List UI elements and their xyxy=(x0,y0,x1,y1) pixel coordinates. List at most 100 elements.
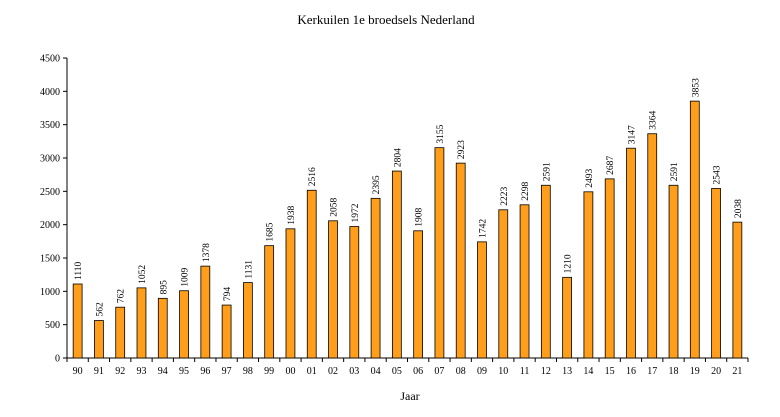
bar xyxy=(519,204,530,359)
y-tick-label: 500 xyxy=(45,320,60,331)
x-tick-label: 18 xyxy=(669,366,679,377)
x-tick-label: 13 xyxy=(562,366,572,377)
x-tick-label: 96 xyxy=(200,366,210,377)
data-label: 1131 xyxy=(244,260,254,279)
x-tick-label: 08 xyxy=(456,366,466,377)
bar xyxy=(732,221,743,359)
data-label: 895 xyxy=(159,280,169,295)
x-axis-label: Jaar xyxy=(400,389,419,403)
bar xyxy=(391,170,402,359)
x-tick-label: 01 xyxy=(307,366,317,377)
x-tick-label: 00 xyxy=(285,366,295,377)
x-tick-label: 94 xyxy=(158,366,168,377)
data-label: 3147 xyxy=(627,125,637,144)
bar xyxy=(540,184,551,359)
bar xyxy=(477,241,487,359)
data-label: 2223 xyxy=(500,187,510,206)
y-tick-label: 2000 xyxy=(40,220,60,231)
bar xyxy=(711,188,721,359)
data-label: 1052 xyxy=(138,265,148,284)
y-tick-label: 1000 xyxy=(40,287,60,298)
y-tick-label: 4500 xyxy=(40,54,60,65)
x-tick-label: 07 xyxy=(434,366,444,377)
x-tick-label: 93 xyxy=(136,366,146,377)
bar xyxy=(562,276,572,359)
data-label: 1378 xyxy=(202,243,212,262)
x-tick-label: 95 xyxy=(179,366,189,377)
x-tick-label: 06 xyxy=(413,366,423,377)
bar xyxy=(306,189,317,359)
bar xyxy=(434,147,445,359)
bar xyxy=(136,287,147,359)
data-label: 762 xyxy=(117,289,127,304)
data-label: 1210 xyxy=(564,254,574,273)
data-label: 1110 xyxy=(74,261,84,280)
data-label: 2298 xyxy=(521,182,531,201)
bar xyxy=(647,133,658,359)
data-label: 2058 xyxy=(330,198,340,217)
bar xyxy=(285,228,296,359)
chart-title: Kerkuilen 1e broedsels Nederland xyxy=(297,12,475,27)
x-tick-label: 02 xyxy=(328,366,338,377)
x-tick-label: 20 xyxy=(711,366,721,377)
x-tick-label: 12 xyxy=(541,366,551,377)
data-label: 1009 xyxy=(181,267,191,286)
data-label: 1972 xyxy=(351,203,361,222)
bar xyxy=(455,162,466,359)
bar xyxy=(370,197,381,359)
data-label: 562 xyxy=(95,302,105,317)
data-label: 1908 xyxy=(415,208,425,227)
bar xyxy=(94,320,104,359)
y-tick-label: 4000 xyxy=(40,87,60,98)
x-tick-label: 03 xyxy=(349,366,359,377)
x-tick-label: 10 xyxy=(498,366,508,377)
data-label: 1685 xyxy=(266,222,276,241)
bar xyxy=(689,100,700,359)
y-tick-label: 0 xyxy=(55,354,60,365)
x-tick-label: 09 xyxy=(477,366,487,377)
data-label: 2923 xyxy=(457,140,467,159)
bar xyxy=(221,304,232,359)
x-tick-label: 98 xyxy=(243,366,253,377)
bar xyxy=(498,209,509,359)
data-label: 1938 xyxy=(287,206,297,225)
bar xyxy=(626,147,636,359)
x-tick-label: 04 xyxy=(371,366,381,377)
x-tick-label: 11 xyxy=(520,366,530,377)
y-tick-label: 3500 xyxy=(40,120,60,131)
bar xyxy=(604,178,615,359)
bar xyxy=(413,230,424,359)
data-label: 2038 xyxy=(734,199,744,218)
data-label: 1742 xyxy=(478,219,488,238)
bar xyxy=(115,306,126,359)
data-label: 3155 xyxy=(436,124,446,143)
data-label: 2543 xyxy=(713,165,723,184)
data-label: 2591 xyxy=(542,162,552,181)
bars-group: 1110 562 762 1052 895 1009 1378 794 1131 1685 1938… xyxy=(72,78,744,359)
data-label: 2687 xyxy=(606,156,616,175)
x-tick-label: 91 xyxy=(94,366,104,377)
y-tick-label: 3000 xyxy=(40,154,60,165)
y-axis: 0 500 1000 1500 2000 2500 3000 3500 4000 4500 xyxy=(40,54,68,365)
bar xyxy=(200,265,211,359)
data-label: 3364 xyxy=(649,110,659,129)
bar xyxy=(72,283,83,359)
data-label: 2493 xyxy=(585,169,595,188)
x-tick-label: 15 xyxy=(605,366,615,377)
bar xyxy=(583,191,594,359)
x-tick-label: 21 xyxy=(732,366,742,377)
bar xyxy=(328,220,338,359)
bar xyxy=(157,297,168,359)
bar xyxy=(179,290,189,359)
y-tick-label: 1500 xyxy=(40,254,60,265)
x-tick-label: 17 xyxy=(647,366,657,377)
x-tick-label: 99 xyxy=(264,366,274,377)
data-label: 794 xyxy=(223,287,233,302)
bar xyxy=(264,245,275,359)
data-label: 2591 xyxy=(670,162,680,181)
y-tick-label: 2500 xyxy=(40,187,60,198)
x-tick-label: 19 xyxy=(690,366,700,377)
x-tick-label: 05 xyxy=(392,366,402,377)
bar xyxy=(243,282,253,359)
